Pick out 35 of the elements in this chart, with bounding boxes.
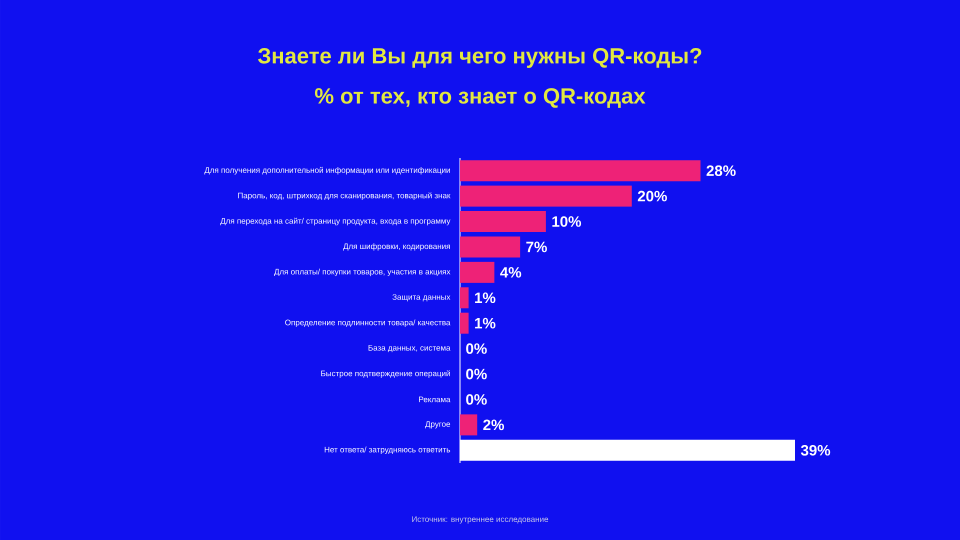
text: Источник: внутреннее исследование (412, 516, 548, 524)
bar (460, 262, 494, 283)
bar (460, 186, 632, 207)
y-tick-label: Пароль, код, штрихкод для сканирования, товарный знак (238, 192, 450, 200)
data-label: 0% (466, 394, 487, 405)
data-label: 0% (466, 368, 487, 380)
data-label: 2% (483, 420, 504, 430)
y-tick-label: Для оплаты/ покупки товаров, участия в акциях (274, 268, 450, 276)
data-label: 7% (526, 242, 547, 252)
y-tick-label: Реклама (419, 396, 450, 402)
y-tick-label: Быстрое подтверждение операций (321, 370, 450, 378)
y-tick-label: Нет ответа/ затрудняюсь ответить (324, 446, 450, 454)
y-tick-label: Другое (425, 421, 450, 428)
bar (460, 414, 478, 436)
bar (460, 236, 520, 258)
y-tick-label: Для перехода на сайт/ страницу продукта, входа в программу (220, 218, 450, 226)
y-tick-label: Защита данных (392, 294, 450, 302)
bar (460, 160, 701, 182)
chart-subtitle: % от тех, кто знает о QR-кодах (314, 88, 646, 108)
chart-title: Знаете ли Вы для чего нужны QR-коды? (258, 48, 702, 68)
data-label: 0% (466, 343, 487, 354)
data-label: 39% (800, 444, 830, 456)
bar (460, 211, 546, 232)
data-label: 4% (500, 267, 522, 278)
bar (460, 287, 469, 308)
y-tick-label: Для получения дополнительной информации или идентификации (204, 166, 450, 175)
data-label: 28% (706, 165, 736, 176)
y-tick-label: Определение подлинности товара/ качества (285, 319, 450, 327)
data-label: 1% (475, 318, 496, 328)
data-label: 20% (638, 190, 667, 202)
data-label: 1% (475, 292, 496, 304)
y-tick-label: База данных, система (368, 345, 450, 352)
bar (460, 312, 469, 334)
y-tick-label: Для шифровки, кодирования (343, 243, 450, 251)
data-label: 10% (552, 216, 582, 227)
